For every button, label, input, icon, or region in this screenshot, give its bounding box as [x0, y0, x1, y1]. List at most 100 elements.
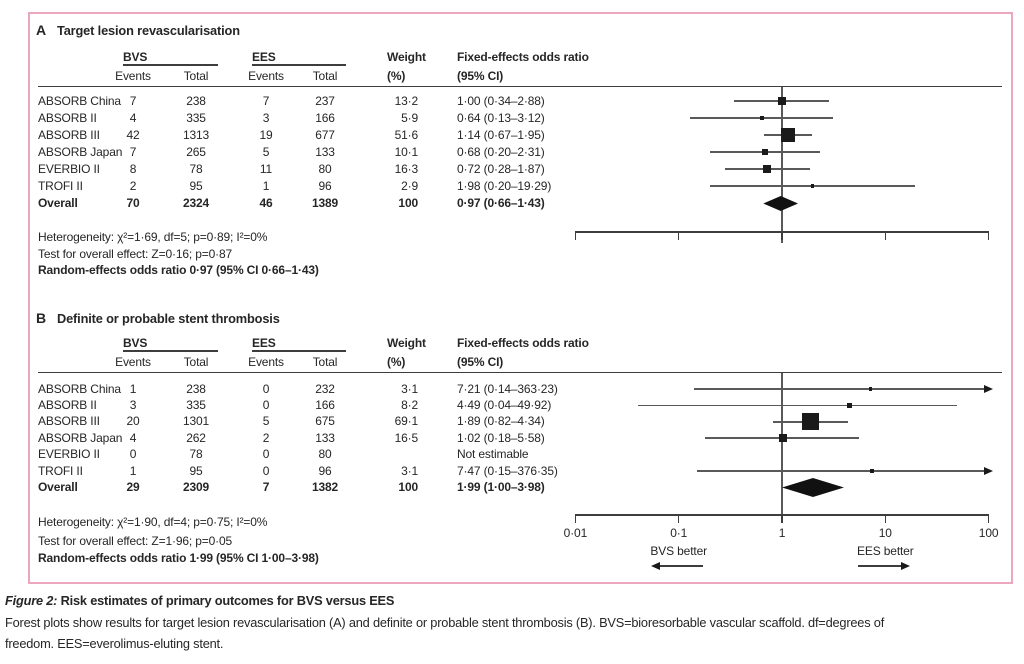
- axis-tick: [574, 232, 577, 240]
- weight-value: 13·2: [394, 93, 419, 108]
- col-header-bvs-total-A: Total: [183, 68, 209, 83]
- ees-events-value: 0: [262, 447, 270, 462]
- col-header-or-ci-A: (95% CI): [457, 68, 504, 83]
- bvs-total-value: 2324: [182, 196, 210, 210]
- ees-total-value: 133: [315, 430, 335, 445]
- axis-tick: [987, 515, 990, 523]
- study-name: ABSORB II: [38, 110, 97, 125]
- ees-events-value: 11: [259, 161, 273, 176]
- col-header-bvs-events-B: Events: [115, 354, 151, 369]
- axis-tick: [884, 232, 887, 240]
- bvs-total-value: 95: [189, 463, 203, 478]
- bvs-total-value: 238: [186, 93, 206, 108]
- col-header-or-A: Fixed-effects odds ratio: [457, 49, 589, 64]
- panel-footer-random-effects: Random-effects odds ratio 1·99 (95% CI 1…: [38, 550, 319, 565]
- direction-label-left: BVS better: [650, 543, 707, 558]
- ref-line-A: [781, 87, 783, 243]
- ees-total-value: 675: [315, 414, 335, 429]
- or-square: [759, 115, 765, 121]
- col-header-bvs-total-B: Total: [183, 354, 209, 369]
- panel-title-A: Target lesion revascularisation: [57, 22, 240, 38]
- figure-caption-label: Figure 2:: [5, 593, 58, 608]
- bvs-total-value: 78: [189, 447, 203, 462]
- study-name: ABSORB III: [38, 414, 100, 429]
- bvs-events-value: 8: [129, 161, 137, 176]
- bvs-events-value: 42: [126, 127, 140, 142]
- or-ci-value: 7·47 (0·15–376·35): [457, 463, 558, 478]
- direction-arrow-left-shaft: [660, 565, 703, 567]
- ees-events-value: 7: [262, 480, 270, 494]
- ci-line: [693, 388, 984, 390]
- axis-tick-label: 0·1: [670, 526, 688, 540]
- ees-total-value: 133: [315, 144, 335, 159]
- figure-caption-title-text: Risk estimates of primary outcomes for B…: [57, 593, 395, 608]
- col-header-ees-total-B: Total: [312, 354, 338, 369]
- direction-label-right: EES better: [857, 543, 914, 558]
- panel-label-B: B: [36, 309, 46, 326]
- ees-events-value: 5: [262, 414, 270, 429]
- or-ci-value: 1·98 (0·20–19·29): [457, 178, 552, 193]
- col-header-bvs-A: BVS: [123, 49, 148, 64]
- ees-events-value: 5: [262, 144, 270, 159]
- or-ci-value: 0·72 (0·28–1·87): [457, 161, 545, 176]
- or-ci-value: 1·99 (1·00–3·98): [457, 480, 545, 494]
- bvs-total-value: 95: [189, 178, 203, 193]
- figure-caption-title: Figure 2: Risk estimates of primary outc…: [5, 593, 394, 609]
- panel-title-B: Definite or probable stent thrombosis: [57, 310, 280, 326]
- axis-tick: [574, 515, 577, 523]
- ees-total-value: 237: [315, 93, 335, 108]
- ees-total-value: 166: [315, 397, 335, 412]
- weight-value: 69·1: [394, 414, 419, 429]
- or-ci-value: 4·49 (0·04–49·92): [457, 397, 552, 412]
- or-ci-value: 0·97 (0·66–1·43): [457, 196, 545, 210]
- axis-tick-label: 1: [778, 526, 786, 540]
- ees-underline-A: [252, 64, 346, 66]
- bvs-total-value: 78: [189, 161, 203, 176]
- study-name: EVERBIO II: [38, 161, 100, 176]
- panel-label-A: A: [36, 21, 46, 38]
- study-name: ABSORB China: [38, 381, 121, 396]
- header-rule-A: [38, 85, 1002, 88]
- or-square: [868, 387, 873, 391]
- bvs-total-value: 1301: [182, 414, 210, 429]
- ees-events-value: 46: [259, 196, 273, 210]
- bvs-total-value: 335: [186, 110, 206, 125]
- weight-value: 16·3: [394, 161, 419, 176]
- or-square: [763, 164, 772, 174]
- figure-caption-line-2: freedom. EES=everolimus-eluting stent.: [5, 636, 224, 651]
- figure-border-box: [28, 12, 1013, 584]
- overall-diamond-A: [763, 196, 799, 211]
- bvs-events-value: 29: [126, 480, 140, 494]
- ees-events-value: 19: [259, 127, 273, 142]
- study-name: ABSORB China: [38, 93, 121, 108]
- panel-footer-line: Heterogeneity: χ²=1·90, df=4; p=0·75; I²…: [38, 514, 268, 529]
- ees-total-value: 80: [318, 161, 332, 176]
- ci-arrow-right: [983, 384, 993, 393]
- ci-line: [637, 404, 958, 407]
- weight-value: 10·1: [394, 144, 419, 159]
- panel-footer-line: Heterogeneity: χ²=1·69, df=5; p=0·89; I²…: [38, 229, 268, 244]
- bvs-events-value: 0: [129, 447, 137, 462]
- header-rule-B: [38, 371, 1002, 374]
- axis-tick: [781, 232, 783, 240]
- axis-tick-label: 0·01: [563, 526, 588, 540]
- or-ci-value: 7·21 (0·14–363·23): [457, 381, 558, 396]
- col-header-bvs-B: BVS: [123, 335, 148, 350]
- ees-events-value: 0: [262, 397, 270, 412]
- col-header-ees-events-A: Events: [248, 68, 284, 83]
- ees-total-value: 96: [318, 463, 332, 478]
- bvs-total-value: 2309: [182, 480, 210, 494]
- or-square: [846, 402, 853, 409]
- study-name: EVERBIO II: [38, 447, 100, 462]
- bvs-underline-B: [123, 350, 218, 352]
- col-header-or-ci-B: (95% CI): [457, 354, 504, 369]
- bvs-total-value: 238: [186, 381, 206, 396]
- direction-arrow-right-shaft: [858, 565, 901, 567]
- weight-value: 100: [398, 480, 418, 494]
- or-square: [780, 127, 796, 143]
- bvs-total-value: 1313: [182, 127, 210, 142]
- study-name: Overall: [38, 480, 78, 494]
- col-header-weight-B: Weight: [387, 335, 426, 350]
- or-ci-value: 1·02 (0·18–5·58): [457, 430, 545, 445]
